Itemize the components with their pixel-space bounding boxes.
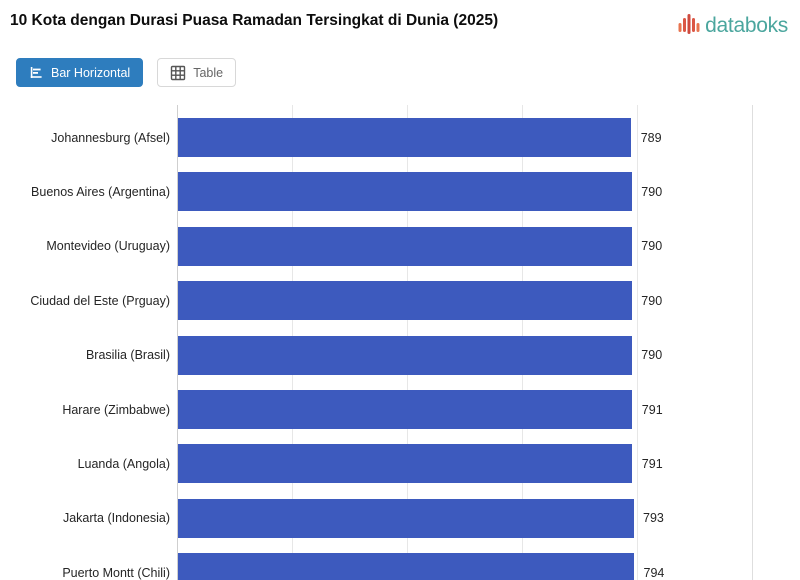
category-label: Brasilia (Brasil) bbox=[85, 348, 170, 363]
value-label: 790 bbox=[641, 293, 663, 308]
category-label: Puerto Montt (Chili) bbox=[62, 565, 170, 580]
tab-bar-horizontal-label: Bar Horizontal bbox=[51, 65, 131, 80]
bar[interactable] bbox=[177, 390, 633, 429]
logo-wordmark: databoks bbox=[705, 14, 788, 37]
category-label: Ciudad del Este (Prguay) bbox=[30, 293, 170, 308]
value-label: 790 bbox=[641, 239, 663, 254]
bar[interactable] bbox=[177, 172, 632, 212]
tab-bar-horizontal[interactable]: Bar Horizontal bbox=[16, 58, 144, 87]
value-label: 790 bbox=[641, 348, 663, 363]
databoks-logo[interactable]: databoks bbox=[678, 13, 788, 39]
category-label: Johannesburg (Afsel) bbox=[51, 130, 170, 145]
category-label: Harare (Zimbabwe) bbox=[62, 402, 170, 417]
value-label: 793 bbox=[643, 511, 664, 526]
value-label: 790 bbox=[641, 184, 663, 199]
bar[interactable] bbox=[177, 335, 632, 375]
value-label: 791 bbox=[641, 402, 663, 417]
bar[interactable] bbox=[177, 118, 632, 157]
value-label: 789 bbox=[640, 130, 662, 145]
table-grid-icon bbox=[170, 65, 186, 81]
x-gridline bbox=[752, 105, 753, 580]
category-label: Buenos Aires (Argentina) bbox=[31, 184, 170, 199]
bar[interactable] bbox=[177, 553, 635, 580]
bar-horizontal-icon bbox=[29, 65, 44, 80]
view-switcher: Bar Horizontal Table bbox=[16, 58, 237, 87]
page-title: 10 Kota dengan Durasi Puasa Ramadan Ters… bbox=[10, 12, 499, 29]
tab-table[interactable]: Table bbox=[157, 58, 237, 87]
bar[interactable] bbox=[177, 498, 634, 538]
value-label: 791 bbox=[641, 456, 663, 471]
category-label: Montevideo (Uruguay) bbox=[46, 239, 170, 254]
category-label: Luanda (Angola) bbox=[77, 456, 170, 471]
databoks-bars-icon bbox=[678, 13, 701, 39]
bar-chart: Johannesburg (Afsel) 789 Buenos Aires (Arg… bbox=[0, 105, 800, 580]
x-gridline bbox=[637, 105, 638, 580]
tab-table-label: Table bbox=[193, 65, 224, 80]
category-label: Jakarta (Indonesia) bbox=[62, 511, 170, 526]
bar[interactable] bbox=[177, 444, 633, 484]
value-label: 794 bbox=[643, 565, 665, 580]
bar[interactable] bbox=[177, 226, 632, 266]
bar[interactable] bbox=[177, 281, 632, 321]
